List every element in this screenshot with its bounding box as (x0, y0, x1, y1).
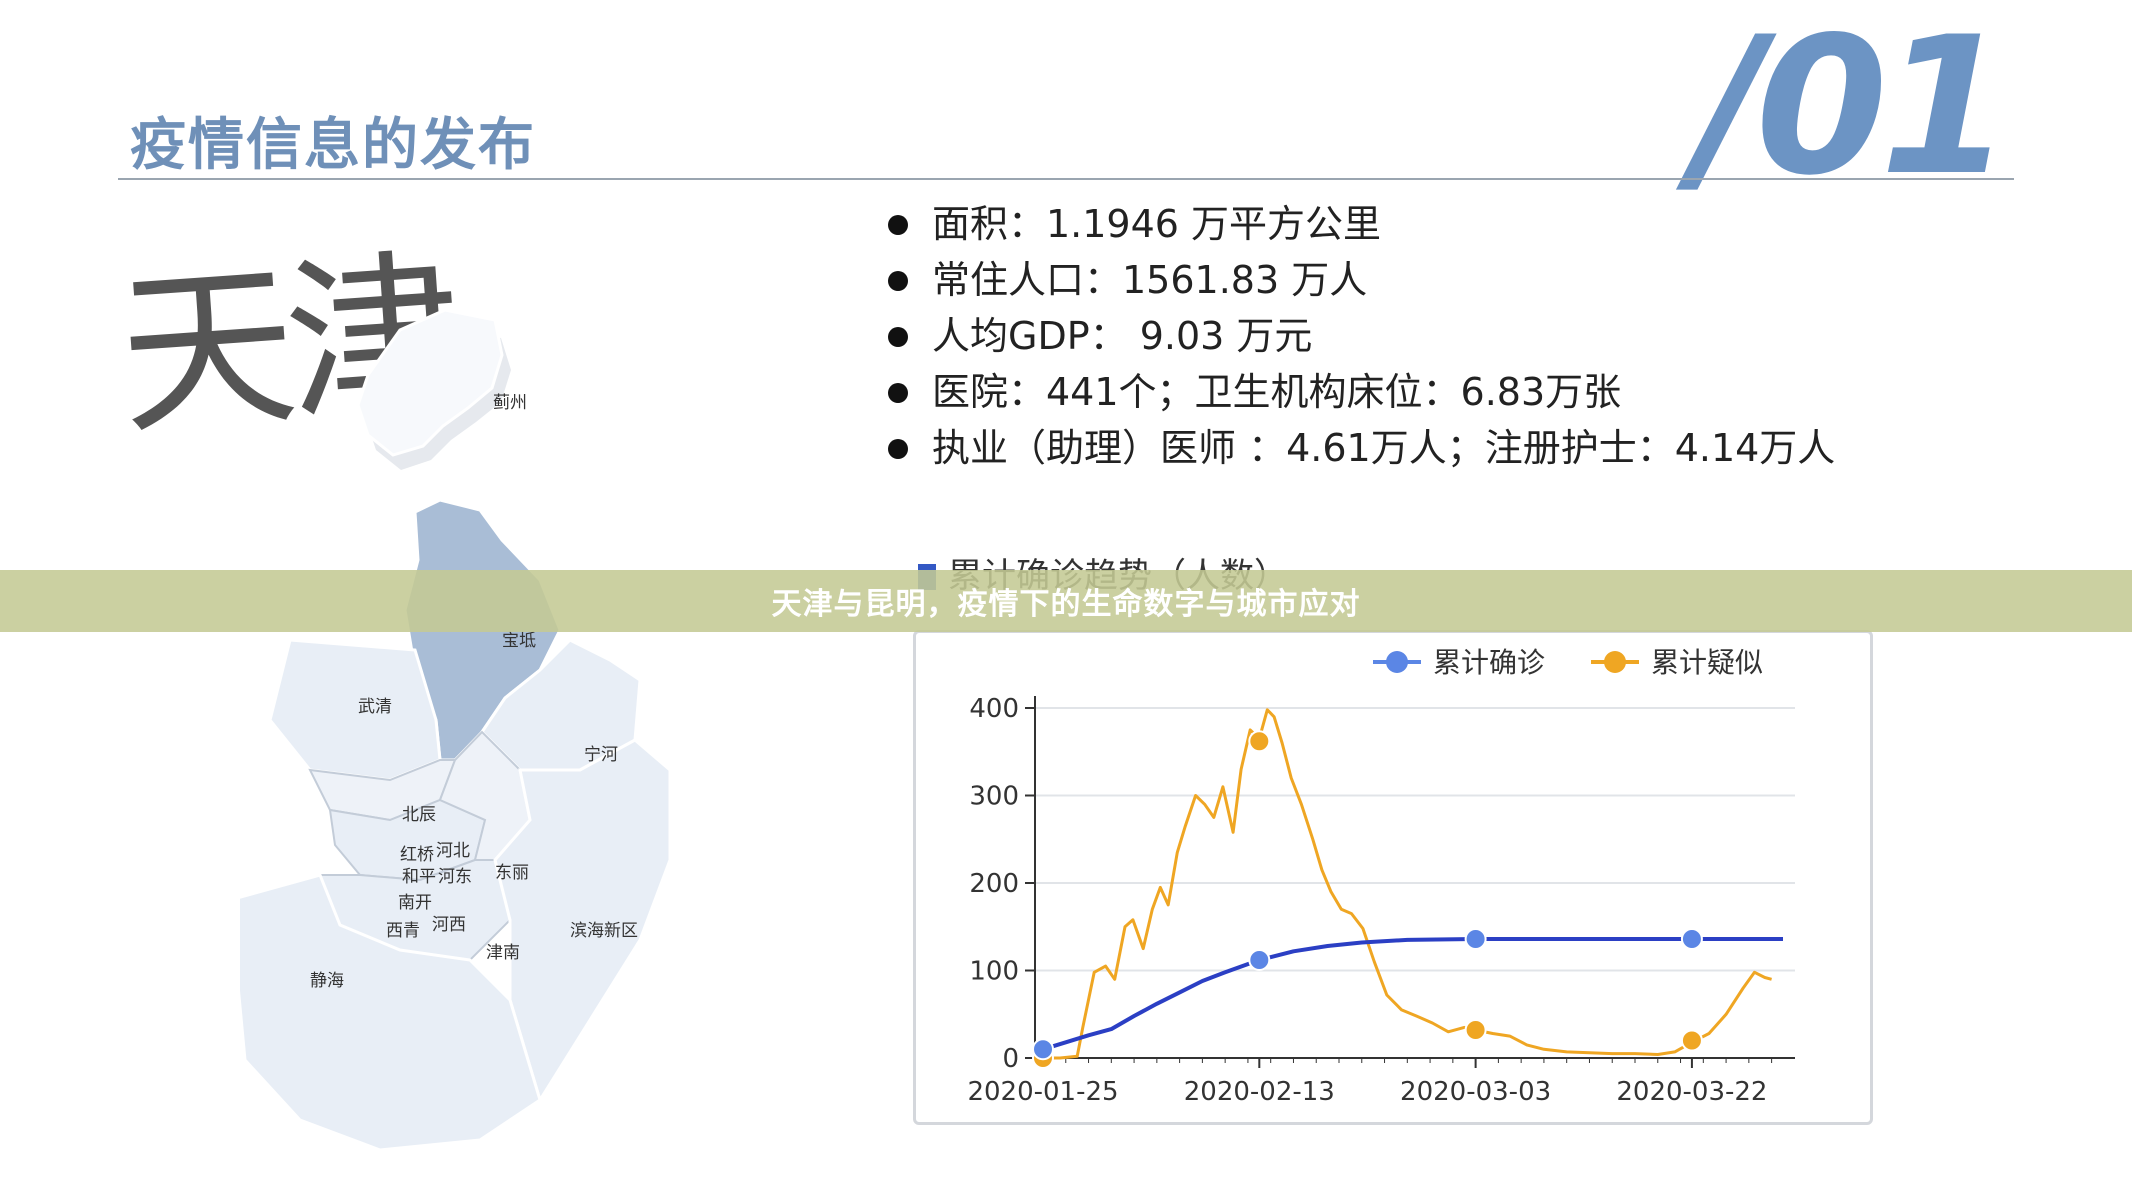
legend-label: 累计确诊 (1433, 646, 1545, 679)
page-title: 疫情信息的发布 (130, 113, 536, 178)
data-point-suspected (1680, 1029, 1703, 1052)
map-label: 宝坻 (502, 631, 536, 651)
y-tick-label: 300 (969, 782, 1019, 812)
city-facts-list: 面积：1.1946 万平方公里 常住人口：1561.83 万人 人均GDP： 9… (880, 196, 1835, 476)
map-label: 武清 (358, 697, 392, 717)
title-divider (118, 178, 2014, 180)
fact-medical-staff: 执业（助理）医师 ：4.61万人；注册护士：4.14万人 (880, 420, 1835, 476)
y-tick-label: 0 (1002, 1044, 1019, 1074)
fact-hospitals: 医院：441个；卫生机构床位：6.83万张 (880, 364, 1835, 420)
y-tick-label: 200 (969, 869, 1019, 899)
map-label: 河北 (436, 841, 470, 861)
legend-marker (1386, 651, 1408, 673)
data-point-confirmed (1032, 1038, 1054, 1061)
fact-area: 面积：1.1946 万平方公里 (880, 196, 1835, 252)
legend-marker (1604, 651, 1626, 673)
x-tick-label: 2020-01-25 (967, 1077, 1118, 1107)
data-point-confirmed (1248, 949, 1271, 971)
series-line-confirmed (1042, 937, 1783, 1052)
x-tick-label: 2020-02-13 (1184, 1077, 1335, 1107)
fact-gdp-per-capita: 人均GDP： 9.03 万元 (880, 308, 1835, 364)
map-district-jinghai (240, 873, 542, 1152)
map-district-binhai (493, 738, 672, 1104)
tianjin-district-map: 蓟州 宝坻 武清 宁河 北辰 红桥 河北 和平 河东 东丽 南开 河西 西青 津… (240, 308, 672, 1152)
data-point-confirmed (1464, 928, 1487, 950)
slide-number: /01 (1694, 0, 2012, 217)
map-label: 河东 (438, 867, 472, 887)
map-label: 北辰 (402, 805, 436, 825)
map-label: 南开 (398, 893, 432, 913)
map-label: 宁河 (584, 745, 618, 765)
legend-label: 累计疑似 (1651, 646, 1763, 679)
data-point-suspected (1248, 730, 1271, 753)
map-label: 津南 (486, 943, 520, 963)
map-district-jizhou (356, 308, 504, 457)
map-label: 蓟州 (493, 393, 527, 413)
map-label: 和平 (402, 867, 436, 887)
cumulative-trend-chart: 0 100 200 300 400 2020-01-25 2020-02-13 2020-03… (967, 646, 1795, 1107)
y-tick-label: 400 (969, 694, 1019, 724)
data-point-confirmed (1680, 928, 1703, 950)
banner-text: 天津与昆明，疫情下的生命数字与城市应对 (771, 587, 1361, 622)
headline-banner: 天津与昆明，疫情下的生命数字与城市应对 (0, 570, 2132, 632)
map-label: 河西 (432, 915, 466, 935)
series-line-suspected (1043, 708, 1772, 1060)
fact-population: 常住人口：1561.83 万人 (880, 252, 1835, 308)
x-tick-label: 2020-03-22 (1616, 1077, 1767, 1107)
data-point-suspected (1464, 1019, 1487, 1041)
map-label: 西青 (386, 921, 420, 941)
map-label: 红桥 (400, 845, 434, 865)
y-tick-label: 100 (969, 957, 1019, 987)
map-label: 静海 (310, 971, 344, 991)
x-tick-label: 2020-03-03 (1400, 1077, 1551, 1107)
map-label: 东丽 (495, 863, 529, 883)
map-district-wuqing (268, 638, 442, 782)
map-label: 滨海新区 (570, 921, 638, 941)
